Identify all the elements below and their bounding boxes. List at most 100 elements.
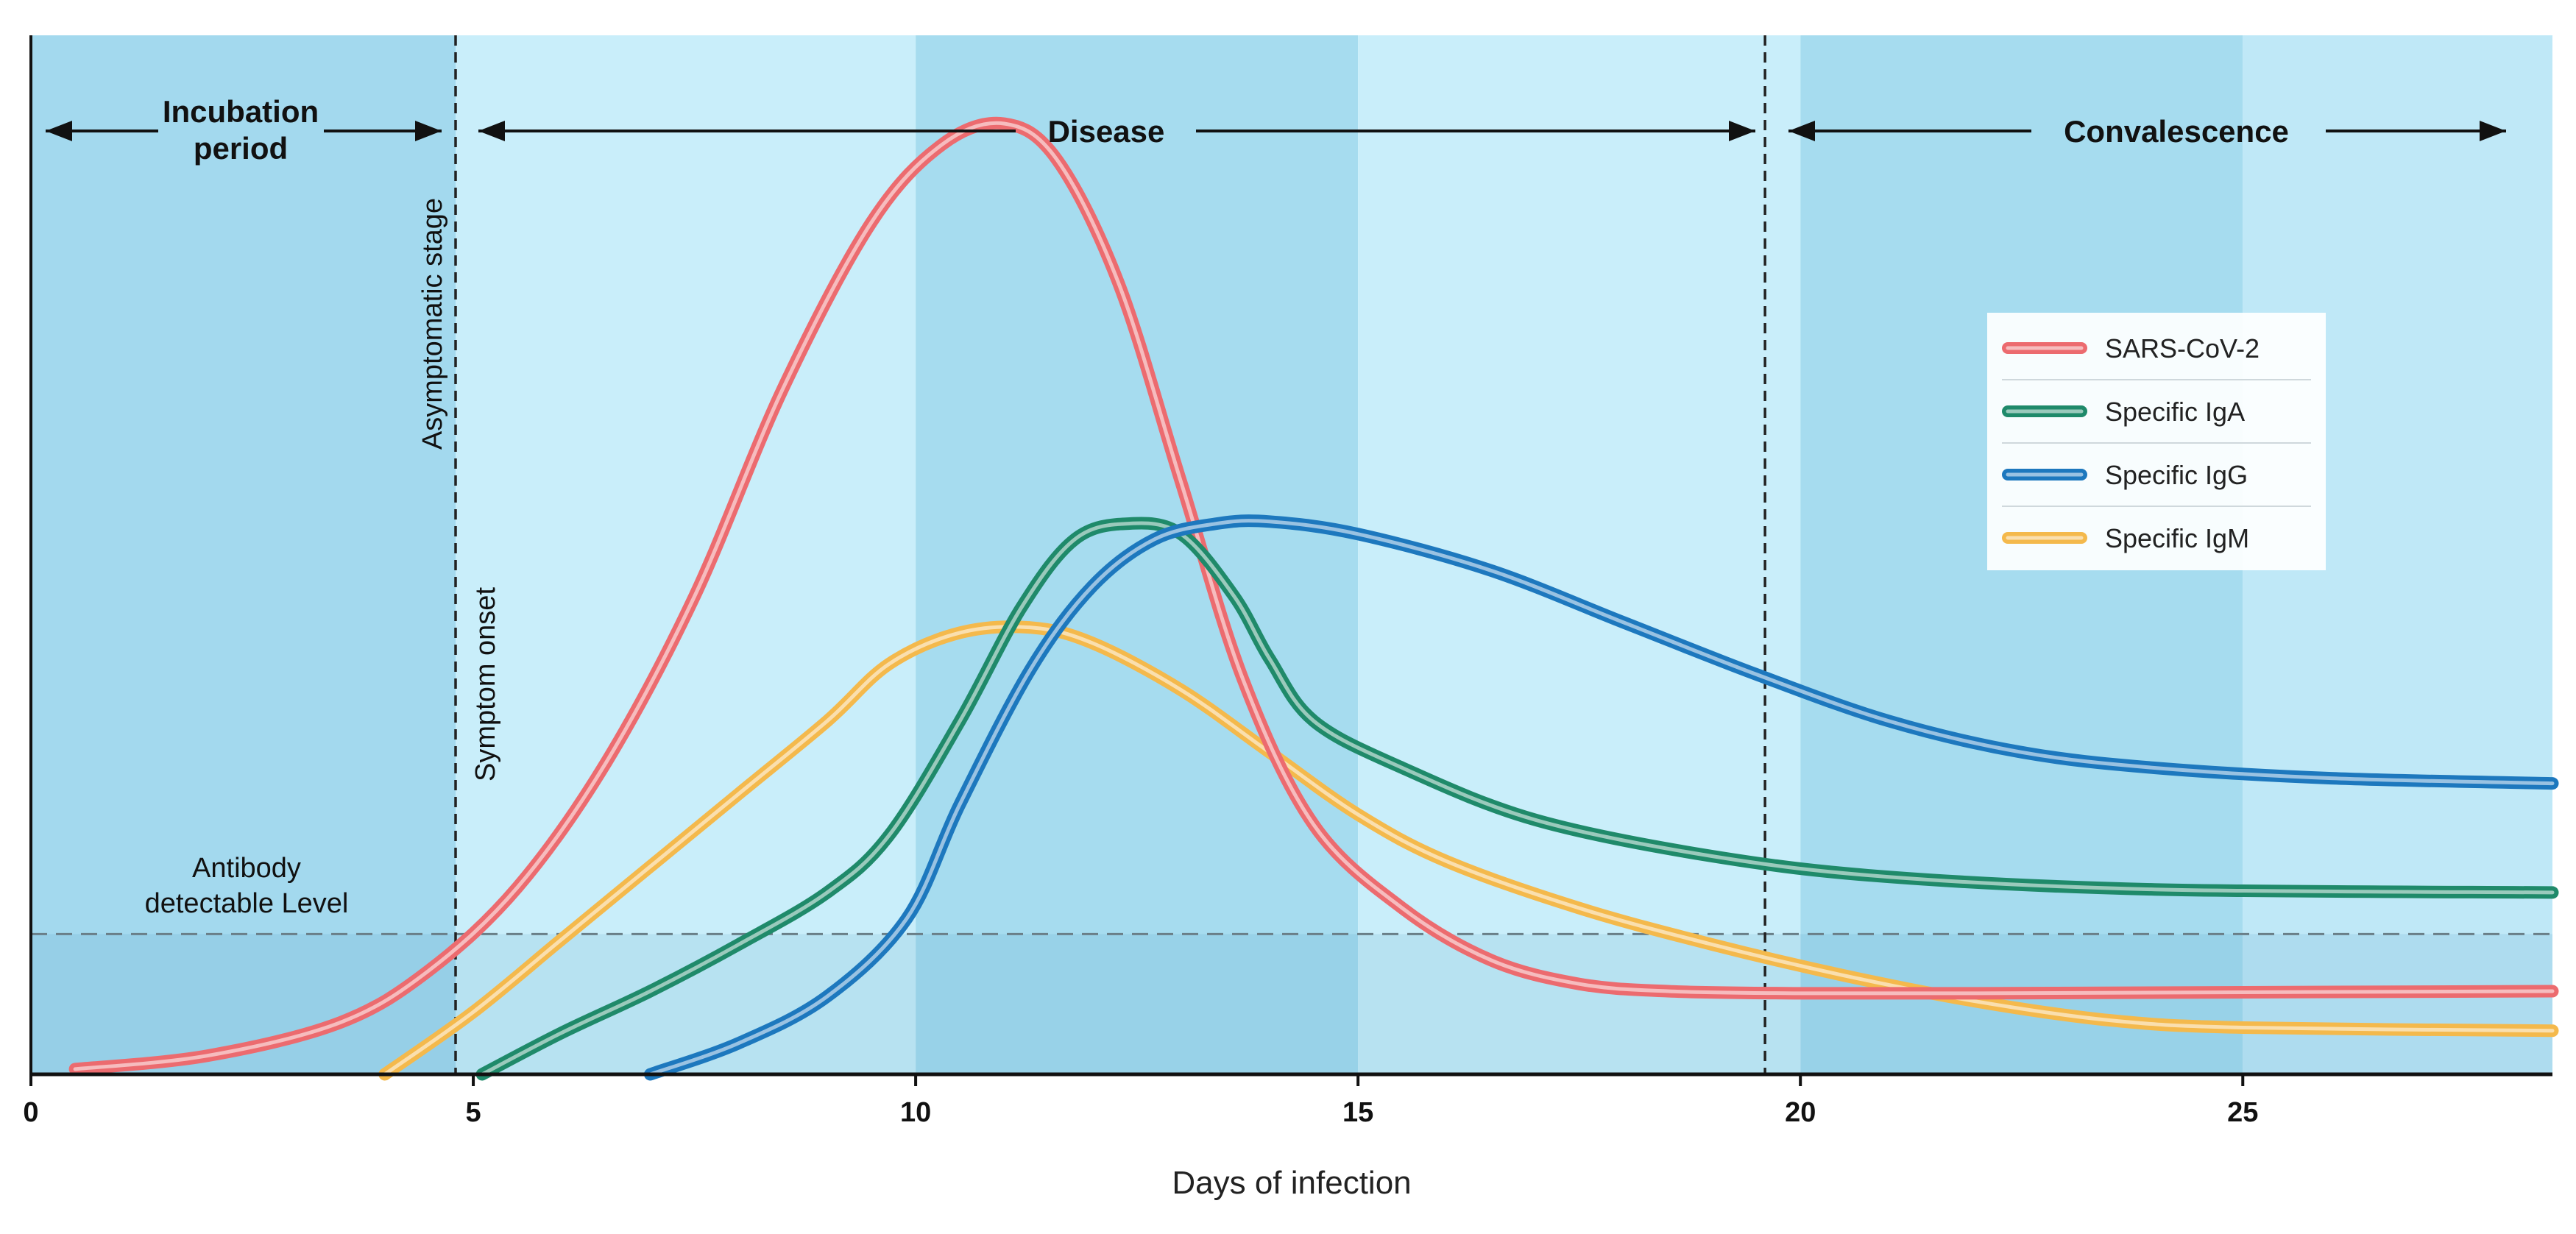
series-specific-iga	[475, 517, 2559, 1081]
data-point-sars-cov-2	[941, 143, 943, 145]
x-axis-title: Days of infection	[1172, 1165, 1411, 1201]
legend-item-specific-igg: Specific IgG	[2002, 460, 2311, 507]
phase-label-disease: Disease	[1048, 114, 1165, 149]
data-point-specific-igg	[2154, 767, 2155, 769]
data-point-specific-iga	[561, 1032, 562, 1034]
data-point-sars-cov-2	[1242, 678, 1244, 680]
legend-item-specific-iga: Specific IgA	[2002, 397, 2311, 444]
phase-label-incubation: Incubation	[163, 94, 319, 129]
x-tick-label: 25	[2227, 1097, 2258, 1128]
data-point-specific-iga	[1313, 720, 1314, 722]
data-point-sars-cov-2	[428, 970, 430, 971]
data-point-sars-cov-2	[1401, 907, 1403, 909]
data-point-specific-iga	[1128, 523, 1129, 525]
series-sars-cov-2	[68, 116, 2559, 1076]
background-band	[1765, 35, 1801, 1074]
data-point-specific-igg	[1357, 533, 1359, 535]
data-point-specific-igg	[2021, 751, 2023, 753]
phase-label-incubation: period	[194, 131, 288, 166]
data-point-specific-igg	[738, 1043, 740, 1044]
data-point-specific-iga	[1075, 539, 1076, 540]
data-point-specific-igm	[1579, 907, 1580, 909]
data-point-sars-cov-2	[1800, 993, 1801, 994]
data-point-specific-igm	[1844, 975, 1845, 976]
data-point-specific-igm	[1092, 642, 1094, 644]
data-point-specific-iga	[1711, 856, 1713, 857]
data-point-specific-igg	[827, 996, 828, 997]
data-point-specific-iga	[1401, 767, 1403, 769]
phase-label-convalescence: Convalescence	[2064, 114, 2289, 149]
data-point-specific-igm	[738, 793, 740, 795]
threshold-label: Antibody	[192, 853, 301, 884]
data-point-specific-igg	[959, 804, 960, 805]
data-point-sars-cov-2	[605, 762, 606, 763]
data-point-specific-iga	[1888, 876, 1889, 878]
x-tick-label: 10	[900, 1097, 931, 1128]
legend-label-specific-iga: Specific IgA	[2105, 397, 2245, 427]
data-point-sars-cov-2	[1119, 284, 1120, 286]
data-point-sars-cov-2	[74, 1068, 76, 1070]
asymptomatic-stage-label: Asymptomatic stage	[417, 198, 448, 450]
data-point-specific-igg	[1623, 622, 1624, 623]
data-point-specific-iga	[1234, 596, 1235, 598]
data-point-specific-igg	[1092, 585, 1094, 586]
data-point-sars-cov-2	[1056, 159, 1058, 160]
data-point-specific-igg	[906, 918, 907, 919]
data-point-specific-igm	[827, 720, 828, 722]
data-point-specific-igg	[1888, 720, 1889, 722]
data-point-specific-igm	[473, 1011, 474, 1013]
data-point-specific-igg	[1755, 673, 1757, 675]
data-point-specific-igg	[1216, 523, 1217, 525]
data-point-specific-iga	[1021, 606, 1022, 608]
data-point-specific-igm	[1977, 1001, 1978, 1002]
data-point-specific-igg	[1269, 521, 1270, 522]
data-point-specific-igm	[561, 938, 562, 940]
data-point-specific-iga	[738, 944, 740, 946]
legend: SARS-CoV-2 Specific IgA Specific IgG Specif…	[1987, 313, 2326, 570]
data-point-specific-igm	[1711, 944, 1713, 946]
series-specific-igm	[378, 620, 2559, 1081]
data-point-specific-iga	[1535, 819, 1536, 820]
data-point-specific-igm	[1357, 814, 1359, 815]
series-line-highlight-specific-igm	[383, 625, 2555, 1077]
data-point-specific-igg	[1154, 539, 1156, 540]
data-point-specific-igm	[2242, 1027, 2243, 1029]
data-point-sars-cov-2	[2242, 992, 2243, 993]
x-tick-label: 15	[1342, 1097, 1373, 1128]
data-point-specific-igm	[1030, 627, 1031, 628]
series-specific-igg	[644, 514, 2559, 1081]
symptom-onset-label: Symptom onset	[470, 587, 501, 781]
data-point-specific-iga	[888, 834, 890, 836]
data-point-specific-iga	[959, 720, 960, 722]
background-band	[456, 35, 916, 1074]
x-tick-label: 0	[23, 1097, 38, 1128]
background-band	[31, 35, 456, 1074]
data-point-sars-cov-2	[1667, 990, 1669, 992]
data-point-specific-igm	[2552, 1030, 2553, 1032]
series-lines	[68, 116, 2559, 1081]
series-line-highlight-specific-iga	[480, 521, 2555, 1077]
data-point-sars-cov-2	[1003, 123, 1005, 124]
series-line-highlight-specific-igg	[648, 519, 2555, 1077]
axes: 0 5 10 15 20 25 Days of infection	[23, 35, 2552, 1201]
legend-label-specific-igm: Specific IgM	[2105, 523, 2249, 553]
data-point-sars-cov-2	[694, 596, 696, 598]
data-point-specific-igg	[2331, 778, 2332, 779]
data-point-sars-cov-2	[871, 221, 872, 223]
data-point-specific-igm	[1181, 689, 1182, 691]
data-point-specific-igm	[650, 866, 651, 868]
data-point-sars-cov-2	[340, 1021, 342, 1023]
data-point-sars-cov-2	[2552, 990, 2553, 992]
data-point-specific-igm	[959, 632, 960, 634]
x-tick-label: 5	[465, 1097, 481, 1128]
data-point-sars-cov-2	[1181, 481, 1182, 483]
data-point-sars-cov-2	[1579, 983, 1580, 985]
series-line-highlight-sars-cov-2	[73, 121, 2555, 1071]
legend-box	[1987, 313, 2326, 570]
data-point-specific-iga	[827, 892, 828, 893]
data-point-specific-iga	[1269, 658, 1270, 659]
data-point-specific-igg	[2552, 783, 2553, 784]
data-point-sars-cov-2	[1977, 993, 1978, 994]
